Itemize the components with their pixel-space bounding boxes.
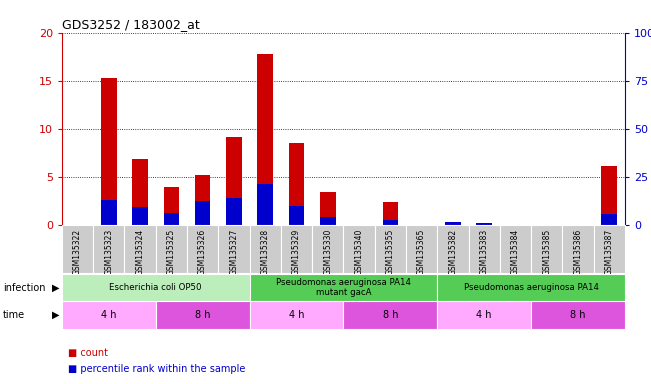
Bar [257,54,273,225]
Bar [62,274,249,301]
Bar [62,301,156,329]
Text: GSM135340: GSM135340 [355,228,363,275]
Text: GSM135328: GSM135328 [260,228,270,275]
Text: GSM135386: GSM135386 [574,228,583,275]
Bar [602,166,617,225]
Text: GSM135385: GSM135385 [542,228,551,275]
Text: GSM135387: GSM135387 [605,228,614,275]
Bar [437,225,469,273]
Bar [437,301,531,329]
Bar [375,225,406,273]
Bar [93,225,124,273]
Bar [288,143,304,225]
Bar [132,207,148,225]
Bar [437,274,625,301]
Bar [602,214,617,225]
Text: ■ percentile rank within the sample: ■ percentile rank within the sample [68,364,245,374]
Bar [343,225,375,273]
Bar [531,225,562,273]
Bar [163,213,179,225]
Bar [195,201,210,225]
Text: 4 h: 4 h [101,310,117,320]
Bar [62,225,93,273]
Bar [383,202,398,225]
Text: ▶: ▶ [51,283,59,293]
Bar [562,225,594,273]
Bar [124,225,156,273]
Text: infection: infection [3,283,46,293]
Bar [531,301,625,329]
Text: GDS3252 / 183002_at: GDS3252 / 183002_at [62,18,200,31]
Text: GSM135322: GSM135322 [73,228,82,275]
Text: GSM135355: GSM135355 [386,228,395,275]
Text: GSM135326: GSM135326 [198,228,207,275]
Bar [249,225,281,273]
Bar [445,222,461,225]
Bar [383,220,398,225]
Bar [163,187,179,225]
Text: GSM135324: GSM135324 [135,228,145,275]
Bar [320,217,335,225]
Text: GSM135329: GSM135329 [292,228,301,275]
Bar [406,225,437,273]
Bar [257,184,273,225]
Bar [156,301,249,329]
Text: 8 h: 8 h [195,310,210,320]
Text: GSM135384: GSM135384 [511,228,520,275]
Bar [249,301,343,329]
Bar [288,207,304,225]
Bar [312,225,343,273]
Text: 8 h: 8 h [383,310,398,320]
Text: GSM135383: GSM135383 [480,228,489,275]
Text: ▶: ▶ [51,310,59,320]
Bar [226,198,242,225]
Bar [281,225,312,273]
Bar [594,225,625,273]
Bar [195,175,210,225]
Text: ■ count: ■ count [68,348,108,358]
Bar [320,192,335,225]
Text: Pseudomonas aeruginosa PA14
mutant gacA: Pseudomonas aeruginosa PA14 mutant gacA [276,278,411,297]
Bar [218,225,249,273]
Text: GSM135325: GSM135325 [167,228,176,275]
Text: GSM135327: GSM135327 [229,228,238,275]
Bar [101,200,117,225]
Bar [249,274,437,301]
Text: GSM135323: GSM135323 [104,228,113,275]
Text: Escherichia coli OP50: Escherichia coli OP50 [109,283,202,292]
Text: GSM135382: GSM135382 [449,228,458,275]
Text: time: time [3,310,25,320]
Bar [500,225,531,273]
Bar [156,225,187,273]
Text: 8 h: 8 h [570,310,586,320]
Text: 4 h: 4 h [477,310,492,320]
Bar [187,225,218,273]
Bar [343,301,437,329]
Text: 4 h: 4 h [289,310,304,320]
Text: Pseudomonas aeruginosa PA14: Pseudomonas aeruginosa PA14 [464,283,599,292]
Text: GSM135330: GSM135330 [324,228,332,275]
Text: GSM135365: GSM135365 [417,228,426,275]
Bar [101,78,117,225]
Bar [132,159,148,225]
Bar [226,137,242,225]
Bar [477,223,492,225]
Bar [469,225,500,273]
